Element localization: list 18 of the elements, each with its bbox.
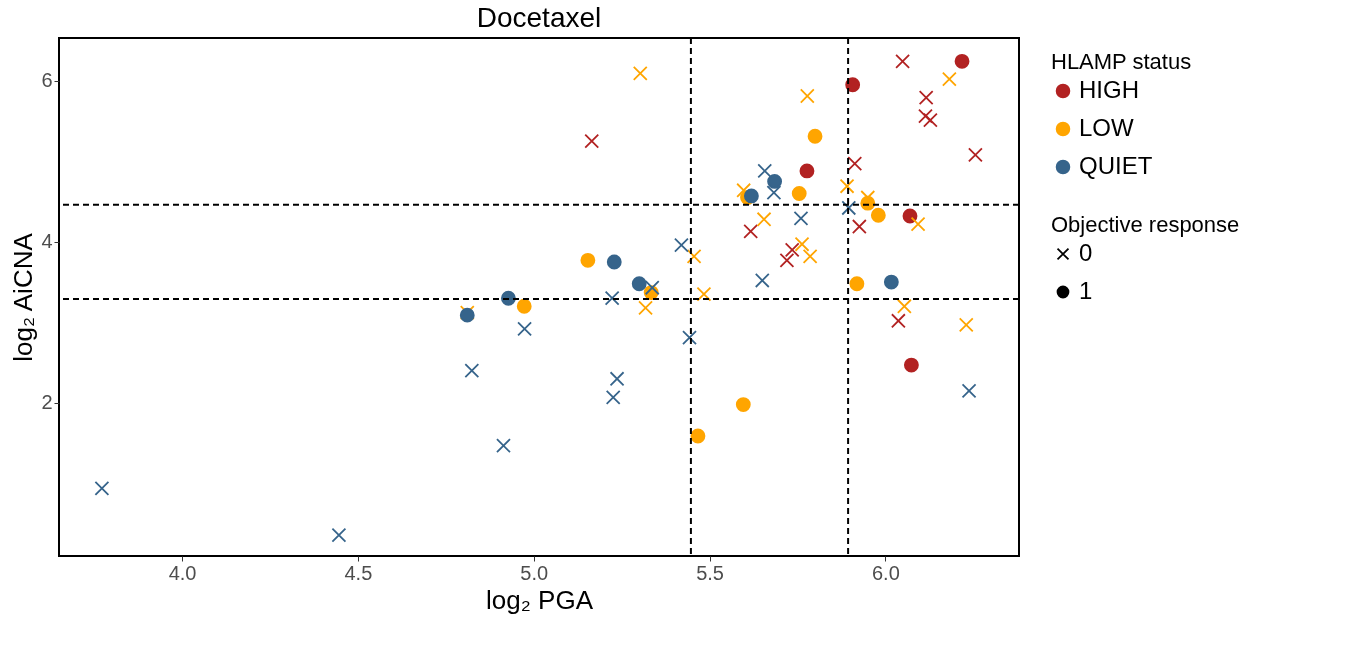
text: 1 [1079, 277, 1093, 304]
y-tick-label: 6 [41, 69, 53, 92]
x-tick-label: 5.0 [520, 561, 549, 584]
text: Objective response [1051, 212, 1240, 237]
legend-label: LOW [1079, 114, 1135, 141]
legend-label: HIGH [1079, 76, 1139, 103]
chart-title: Docetaxel [476, 2, 602, 33]
text: 0 [1079, 239, 1093, 266]
y-tick-label: 4 [41, 230, 53, 253]
x-tick-label: 6.0 [871, 561, 900, 584]
y-axis-title: log₂ AiCNA [8, 232, 39, 362]
x-tick-label: 4.0 [168, 561, 197, 584]
x-tick-label: 5.5 [696, 561, 724, 584]
x-tick-label: 4.5 [344, 561, 373, 584]
legend-label: QUIET [1079, 152, 1153, 179]
text: HLAMP status [1051, 49, 1192, 74]
y-tick-label: 2 [41, 391, 53, 414]
x-axis-title: log₂ PGA [486, 584, 594, 615]
